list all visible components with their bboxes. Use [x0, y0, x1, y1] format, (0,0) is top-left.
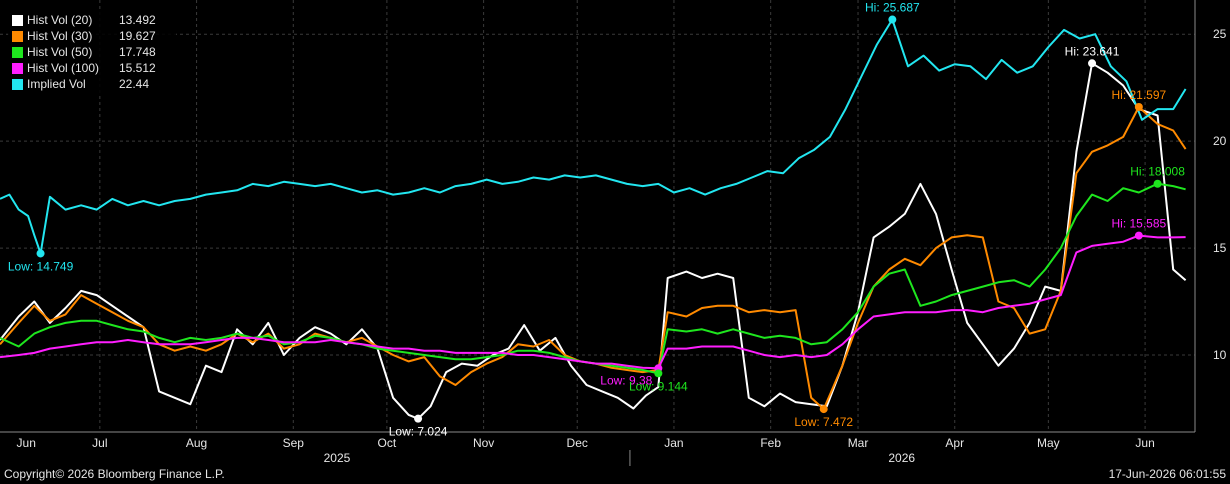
x-tick-label: Oct [378, 436, 397, 450]
legend-swatch [12, 62, 23, 74]
x-tick-label: Jun [1135, 436, 1154, 450]
annotation-label: Hi: 23.641 [1065, 44, 1120, 58]
annotation-label: Low: 7.024 [389, 425, 448, 439]
annotation-label: Low: 9.144 [629, 379, 688, 393]
x-tick-label: Dec [567, 436, 588, 450]
annotation-label: Hi: 21.597 [1111, 88, 1166, 102]
legend-entry: Hist Vol (50) 17.748 [12, 44, 172, 60]
annotation-marker [1153, 179, 1162, 188]
legend-series-value: 22.44 [119, 77, 150, 91]
annotation-marker [819, 405, 828, 414]
annotation-marker [654, 369, 663, 378]
annotation-marker [888, 15, 897, 24]
x-tick-label: Mar [848, 436, 869, 450]
annotation-label: Hi: 15.585 [1111, 217, 1166, 231]
timestamp: 17-Jun-2026 06:01:55 [1108, 467, 1226, 481]
series-line [0, 234, 1186, 370]
legend-series-value: 15.512 [119, 61, 156, 75]
x-tick-label: Aug [186, 436, 207, 450]
annotation-marker [36, 249, 45, 258]
x-tick-label: May [1037, 436, 1060, 450]
annotation-marker [1088, 59, 1097, 68]
x-tick-label: Apr [945, 436, 964, 450]
legend-swatch [12, 30, 23, 42]
year-label: 2026 [888, 451, 915, 465]
annotation-label: Low: 9.38 [600, 373, 652, 387]
x-tick-label: Jul [92, 436, 107, 450]
y-tick-label: 10 [1213, 348, 1227, 362]
legend-series-name: Hist Vol (50) [27, 45, 93, 59]
x-tick-label: Sep [283, 436, 305, 450]
x-tick-label: Jan [664, 436, 683, 450]
legend-series-name: Hist Vol (30) [27, 29, 93, 43]
x-tick-label: Nov [473, 436, 494, 450]
series-line [0, 18, 1187, 255]
legend-swatch [12, 78, 23, 90]
legend-series-name: Hist Vol (100) [27, 61, 100, 75]
year-label: 2025 [324, 451, 351, 465]
annotation-marker [414, 414, 423, 423]
annotation-label: Low: 7.472 [794, 415, 853, 429]
annotation-marker [1134, 102, 1143, 111]
legend-series-value: 13.492 [119, 13, 156, 27]
x-tick-label: Jun [17, 436, 36, 450]
legend-series-name: Implied Vol [27, 77, 86, 91]
series-line [0, 62, 1187, 420]
annotation-label: Low: 14.749 [8, 259, 74, 273]
legend-entry: Implied Vol 22.44 [12, 76, 172, 92]
annotation-label: Hi: 18.008 [1130, 165, 1185, 179]
x-tick-label: Feb [760, 436, 781, 450]
y-tick-label: 25 [1213, 27, 1227, 41]
y-tick-label: 15 [1213, 241, 1227, 255]
legend-entry: Hist Vol (100) 15.512 [12, 60, 172, 76]
legend: Hist Vol (20) 13.492 Hist Vol (30) 19.627 Hi… [8, 11, 176, 93]
copyright: Copyright© 2026 Bloomberg Finance L.P. [4, 467, 225, 481]
annotation-marker [1134, 231, 1143, 240]
legend-series-name: Hist Vol (20) [27, 13, 93, 27]
legend-swatch [12, 46, 23, 58]
legend-entry: Hist Vol (30) 19.627 [12, 28, 172, 44]
legend-entry: Hist Vol (20) 13.492 [12, 12, 172, 28]
annotation-label: Hi: 25.687 [865, 1, 920, 15]
y-tick-label: 20 [1213, 134, 1227, 148]
legend-series-value: 17.748 [119, 45, 156, 59]
legend-swatch [12, 14, 23, 26]
legend-series-value: 19.627 [119, 29, 156, 43]
